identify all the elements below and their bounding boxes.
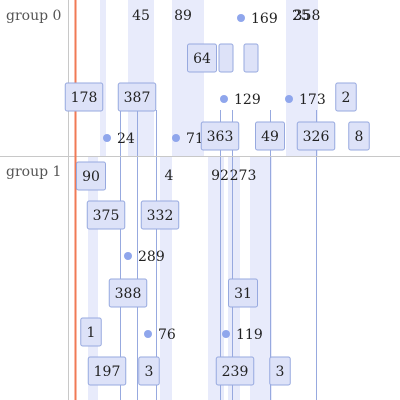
timeline-item-g1-7-label: 388 [115, 286, 142, 302]
timeline-item-g0-8-box [64, 82, 104, 112]
timeline-item-g1-6-dot [124, 252, 132, 260]
timeline-item-g1-9-label: 1 [87, 325, 96, 341]
timeline-item-g1-6-label: 289 [138, 249, 165, 265]
timeline-item-g0-4-label: 358 [294, 8, 321, 24]
timeline-item-g0-15-box [200, 121, 240, 151]
timeline-item-g0-0-label: 45 [132, 8, 150, 24]
timeline-item-g1-8-box [228, 278, 258, 308]
timeline-item-g0-3-label: 25 [292, 8, 310, 24]
background-range-g1-3 [228, 156, 240, 400]
timeline-item-g1-3-label: 273 [230, 168, 257, 184]
background-range-g0-0 [100, 0, 106, 156]
timeline-item-g1-11-dot [222, 330, 230, 338]
timeline-item-g1-5-label: 332 [147, 208, 174, 224]
timeline-item-g1-15-label: 3 [276, 364, 285, 380]
timeline-item-g1-5-box [140, 200, 180, 230]
timeline-item-g0-13-dot [103, 134, 111, 142]
group-label-0: group 0 [6, 8, 61, 24]
timeline-item-g0-16-box [255, 121, 285, 151]
timeline-item-g0-18-label: 8 [355, 129, 364, 145]
timeline-item-g0-18-box [348, 121, 370, 151]
timeline-item-g0-5-box [187, 43, 217, 73]
timeline-item-g0-2-label: 169 [251, 11, 278, 27]
timeline-item-g1-12-box [87, 356, 127, 386]
timeline-item-g0-14-label: 71 [186, 131, 204, 147]
timeline-item-g1-8-label: 31 [234, 286, 252, 302]
timeline-item-g1-13-box [138, 356, 160, 386]
timeline-item-g0-16-label: 49 [261, 129, 279, 145]
timeline-item-g1-0-label: 90 [82, 169, 100, 185]
timeline-item-g0-8-label: 178 [71, 90, 98, 106]
timeline-item-g0-10-dot [220, 95, 228, 103]
timeline-item-g0-12-box [335, 82, 357, 112]
timeline-item-g0-17-box [296, 121, 336, 151]
background-range-g0-1 [128, 0, 154, 156]
timeline-item-g0-9-box [117, 82, 157, 112]
background-range-g1-4 [250, 156, 272, 400]
timeline-item-g0-10-label: 129 [234, 92, 261, 108]
timeline-item-g1-10-label: 76 [158, 327, 176, 343]
timeline-item-g1-7-box [108, 278, 148, 308]
timeline-item-g1-14-box [215, 356, 255, 386]
background-range-g1-0 [88, 156, 98, 400]
timeline-item-g0-12-label: 2 [342, 90, 351, 106]
timeline-item-g1-13-label: 3 [145, 364, 154, 380]
timeline-item-g0-11-dot [285, 95, 293, 103]
timeline-item-g1-12-label: 197 [94, 364, 121, 380]
background-range-g0-2 [172, 0, 204, 156]
timeline-item-g1-15-box [269, 356, 291, 386]
timeline-item-g0-6-box [218, 43, 234, 73]
timeline-item-g1-9-box [80, 317, 102, 347]
timeline-item-g0-13-label: 24 [117, 131, 135, 147]
timeline-item-g0-7-box [243, 43, 259, 73]
timeline-item-g0-5-label: 64 [193, 51, 211, 67]
timeline-item-g1-4-box [86, 200, 126, 230]
timeline-item-g0-2-dot [237, 14, 245, 22]
timeline-item-g0-17-label: 326 [303, 129, 330, 145]
timeline-item-g1-11-label: 119 [236, 327, 263, 343]
timeline-item-g0-15-label: 363 [207, 129, 234, 145]
timeline-item-g0-14-dot [172, 134, 180, 142]
timeline-item-g0-11-label: 173 [299, 92, 326, 108]
timeline-item-g1-2-label: 92 [211, 168, 229, 184]
timeline-item-g1-0-box [76, 161, 106, 191]
timeline-item-g0-9-label: 387 [124, 90, 151, 106]
timeline-item-g1-10-dot [144, 330, 152, 338]
timeline-item-g1-4-label: 375 [93, 208, 120, 224]
background-range-g1-1 [160, 156, 172, 400]
group-label-1: group 1 [6, 164, 61, 180]
timeline-item-g0-1-label: 89 [174, 8, 192, 24]
timeline-item-g1-1-label: 4 [165, 168, 174, 184]
timeline-item-g1-14-label: 239 [222, 364, 249, 380]
